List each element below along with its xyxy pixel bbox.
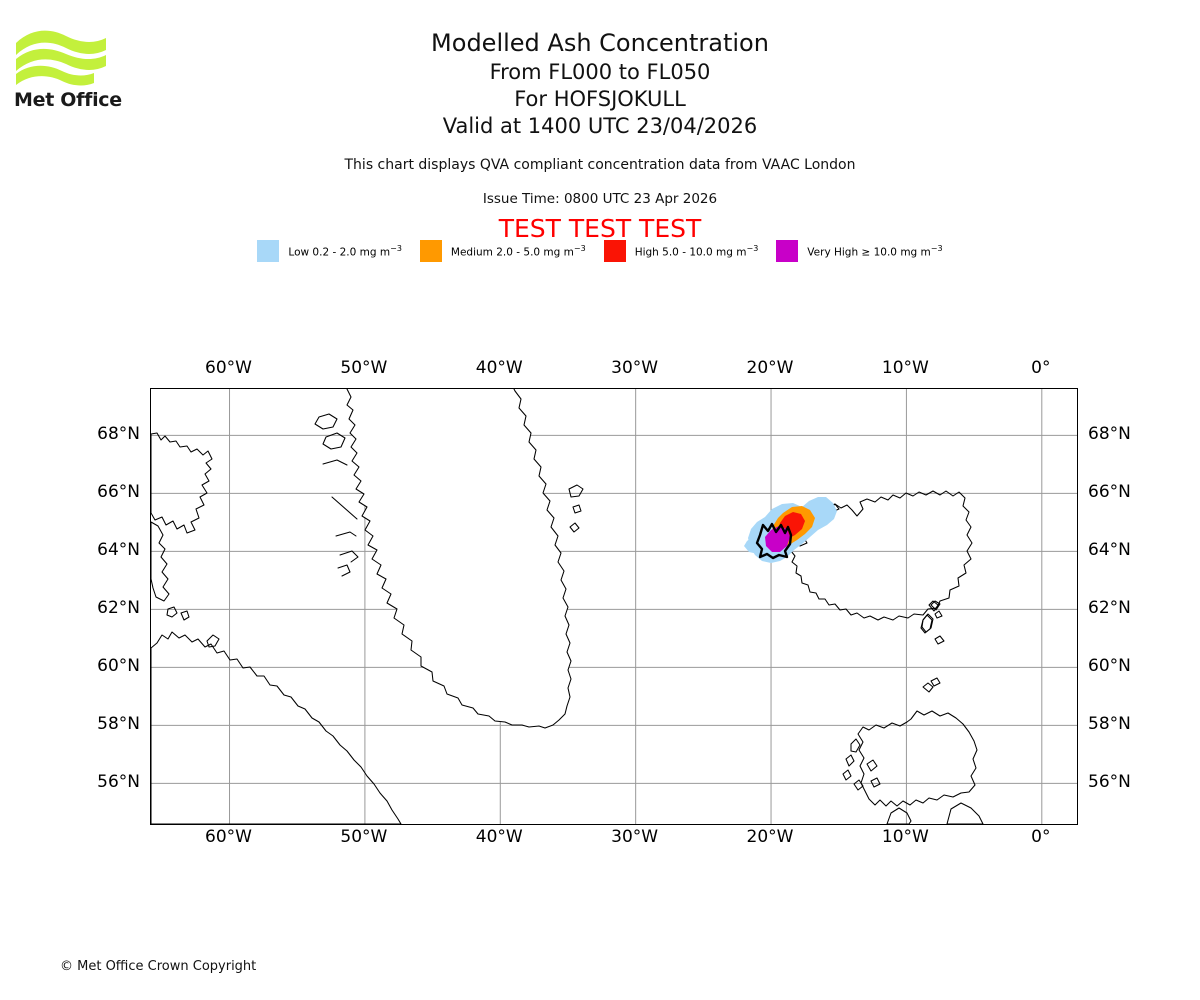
lat-label-right-64: 64°N [1088, 540, 1131, 561]
legend-item-high: High 5.0 - 10.0 mg m−3 [603, 240, 759, 262]
lon-label-bottom--40: 40°W [475, 827, 523, 847]
lat-label-left-60: 60°N [97, 656, 140, 677]
met-office-logo: Met Office [14, 26, 124, 112]
coastline-layer [151, 389, 984, 824]
lat-label-right-62: 62°N [1088, 598, 1131, 619]
test-banner: TEST TEST TEST [498, 214, 702, 243]
map-canvas [151, 389, 1077, 824]
page-title: Modelled Ash Concentration [431, 29, 769, 57]
lon-label-top--20: 20°W [746, 358, 794, 378]
lat-label-left-68: 68°N [97, 424, 140, 445]
legend-item-low: Low 0.2 - 2.0 mg m−3 [257, 240, 402, 262]
legend-swatch-very-high [776, 240, 799, 262]
lon-label-bottom--20: 20°W [746, 827, 794, 847]
lon-label-top--30: 30°W [611, 358, 659, 378]
legend-label-high: High 5.0 - 10.0 mg m−3 [634, 243, 759, 259]
copyright-notice: © Met Office Crown Copyright [60, 959, 257, 974]
lat-label-left-62: 62°N [97, 598, 140, 619]
map-panel[interactable] [150, 388, 1078, 825]
legend-label-very-high: Very High ≥ 10.0 mg m−3 [807, 243, 943, 259]
chart-title-block: Modelled Ash Concentration From FL000 to… [0, 28, 1200, 140]
lon-label-bottom--60: 60°W [205, 827, 252, 847]
lon-label-bottom--50: 50°W [340, 827, 388, 847]
map-plot-area[interactable] [150, 388, 1078, 825]
lat-label-left-64: 64°N [97, 540, 140, 561]
lon-label-top-0: 0° [1031, 358, 1051, 378]
flight-level-range: From FL000 to FL050 [489, 60, 711, 84]
qva-compliance-note: This chart displays QVA compliant concen… [344, 157, 856, 173]
volcano-name: For HOFSJOKULL [514, 87, 686, 111]
legend-swatch-medium [419, 240, 442, 262]
lon-label-bottom-0: 0° [1031, 827, 1051, 847]
lat-label-right-56: 56°N [1088, 772, 1131, 793]
lon-label-top--50: 50°W [340, 358, 388, 378]
ash-plume-layer [744, 497, 837, 563]
met-office-waves-icon [16, 30, 106, 86]
lon-label-top--40: 40°W [475, 358, 523, 378]
lat-label-right-58: 58°N [1088, 714, 1131, 735]
met-office-wordmark: Met Office [14, 89, 122, 111]
lat-label-left-66: 66°N [97, 482, 140, 503]
lat-label-left-56: 56°N [97, 772, 140, 793]
lat-label-right-68: 68°N [1088, 424, 1131, 445]
lon-label-top--10: 10°W [881, 358, 929, 378]
lon-label-bottom--30: 30°W [611, 827, 659, 847]
legend-label-low: Low 0.2 - 2.0 mg m−3 [288, 243, 402, 259]
lat-label-left-58: 58°N [97, 714, 140, 735]
legend-item-very-high: Very High ≥ 10.0 mg m−3 [776, 240, 943, 262]
lon-label-top--60: 60°W [205, 358, 252, 378]
legend-item-medium: Medium 2.0 - 5.0 mg m−3 [419, 240, 586, 262]
legend-label-medium: Medium 2.0 - 5.0 mg m−3 [450, 243, 586, 259]
concentration-legend: Low 0.2 - 2.0 mg m−3 Medium 2.0 - 5.0 mg … [0, 240, 1200, 262]
lon-label-bottom--10: 10°W [881, 827, 929, 847]
issue-time: Issue Time: 0800 UTC 23 Apr 2026 [482, 191, 718, 207]
legend-swatch-low [257, 240, 280, 262]
lat-label-right-60: 60°N [1088, 656, 1131, 677]
lat-label-right-66: 66°N [1088, 482, 1131, 503]
valid-time: Valid at 1400 UTC 23/04/2026 [442, 114, 758, 138]
legend-swatch-high [603, 240, 626, 262]
